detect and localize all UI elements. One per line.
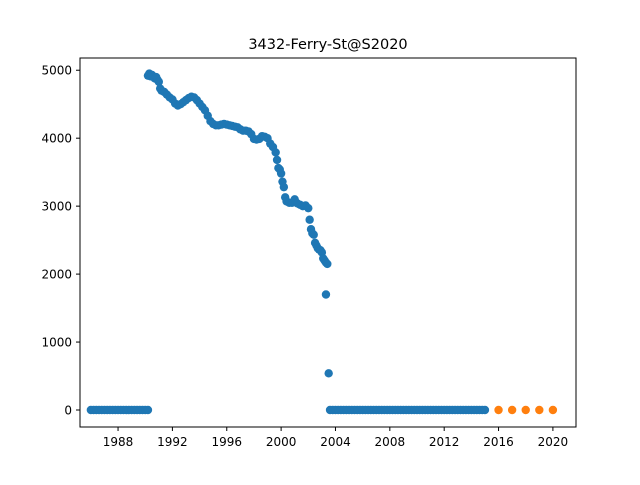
x-tick-label: 1996 <box>211 435 242 449</box>
data-point <box>304 203 313 213</box>
chart-title: 3432-Ferry-St@S2020 <box>248 37 407 53</box>
data-point <box>154 77 164 86</box>
data-point <box>323 259 332 269</box>
x-tick-label: 1992 <box>157 435 188 449</box>
y-tick-label: 0 <box>64 404 72 418</box>
data-point <box>480 405 490 415</box>
data-point <box>321 290 331 299</box>
y-tick-label: 5000 <box>41 64 72 78</box>
y-tick-label: 1000 <box>41 336 72 350</box>
y-tick-label: 2000 <box>41 268 72 282</box>
data-point <box>324 369 333 378</box>
y-tick-label: 4000 <box>41 132 72 146</box>
x-tick-label: 1988 <box>103 435 134 449</box>
data-point <box>279 182 289 192</box>
plot-area-frame <box>79 57 577 428</box>
data-point <box>143 405 153 415</box>
data-point <box>305 215 314 224</box>
x-tick-label: 2016 <box>483 435 514 449</box>
series-0 <box>86 69 490 415</box>
data-points <box>86 69 558 415</box>
x-tick-label: 2008 <box>375 435 406 449</box>
data-point <box>548 405 558 415</box>
data-point <box>535 405 544 415</box>
x-axis: 1988 1992 1996 2000 2004 2008 2012 2016 2020 <box>103 427 568 449</box>
data-point <box>494 405 503 415</box>
data-point <box>521 405 530 415</box>
x-tick-label: 2020 <box>538 435 569 449</box>
x-tick-label: 2000 <box>266 435 297 449</box>
data-point <box>272 155 282 165</box>
series-1 <box>494 405 558 415</box>
y-tick-label: 3000 <box>41 200 72 214</box>
x-tick-label: 2012 <box>429 435 460 449</box>
data-point <box>271 148 280 157</box>
y-axis: 0 1000 2000 3000 4000 5000 <box>41 64 80 418</box>
x-tick-label: 2004 <box>320 435 351 449</box>
data-point <box>309 230 318 239</box>
data-point <box>507 405 517 415</box>
data-point <box>276 169 286 178</box>
